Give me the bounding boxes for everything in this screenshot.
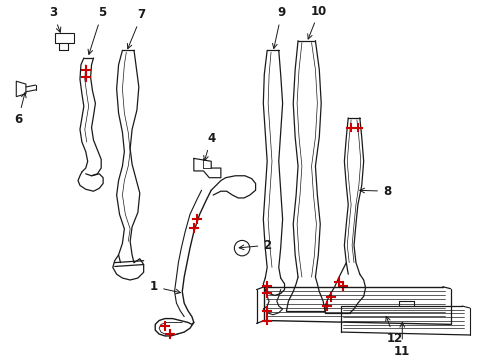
Text: 10: 10: [307, 5, 327, 39]
Text: 1: 1: [150, 280, 180, 294]
Text: 3: 3: [49, 6, 61, 32]
Text: 6: 6: [14, 93, 26, 126]
Text: 2: 2: [239, 239, 271, 252]
Text: 4: 4: [203, 132, 215, 161]
Text: 8: 8: [359, 185, 390, 198]
Text: 12: 12: [385, 316, 402, 345]
Text: 9: 9: [272, 6, 285, 49]
Text: 5: 5: [88, 6, 106, 54]
Text: 11: 11: [393, 323, 409, 357]
Text: 7: 7: [127, 8, 145, 49]
